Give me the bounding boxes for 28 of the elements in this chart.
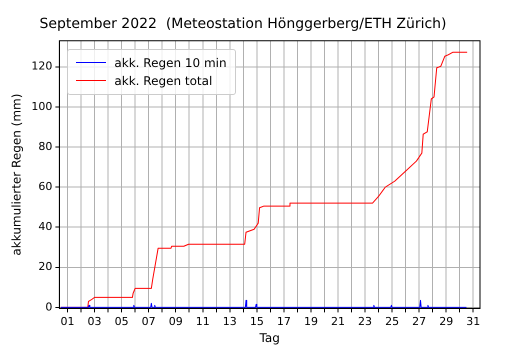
y-tick-label: 100 [31, 100, 52, 113]
x-tick-label: 21 [330, 314, 345, 328]
y-tick-label: 20 [38, 260, 52, 274]
x-tick-label: 05 [114, 314, 129, 328]
x-tick-label: 29 [439, 314, 454, 328]
x-tick-label: 11 [196, 314, 210, 328]
y-tick-label: 120 [31, 60, 52, 73]
y-tick-label: 60 [38, 180, 52, 193]
x-tick-label: 31 [466, 314, 480, 328]
y-axis-title: akkumulierter Regen (mm) [9, 94, 24, 256]
y-tick-label: 40 [38, 220, 52, 234]
x-tick-label: 09 [168, 314, 183, 328]
x-tick-label: 15 [250, 314, 264, 328]
chart-title: September 2022 (Meteostation Hönggerberg/ETH Zürich) [39, 16, 447, 32]
x-tick-label: 01 [60, 314, 75, 328]
x-tick-label: 19 [304, 314, 318, 328]
x-tick-label: 23 [358, 314, 372, 328]
x-tick-label: 03 [88, 314, 102, 328]
y-tick-label: 80 [38, 140, 52, 153]
x-tick-label: 07 [142, 314, 156, 328]
x-tick-label: 13 [222, 314, 237, 328]
legend-label: akk. Regen total [114, 72, 212, 90]
x-axis-title: Tag [258, 330, 280, 345]
x-tick-label: 17 [276, 314, 291, 328]
x-tick-label: 25 [385, 314, 400, 328]
legend-label: akk. Regen 10 min [114, 54, 227, 72]
x-tick-label: 27 [412, 314, 426, 328]
y-tick-label: 0 [45, 300, 52, 314]
